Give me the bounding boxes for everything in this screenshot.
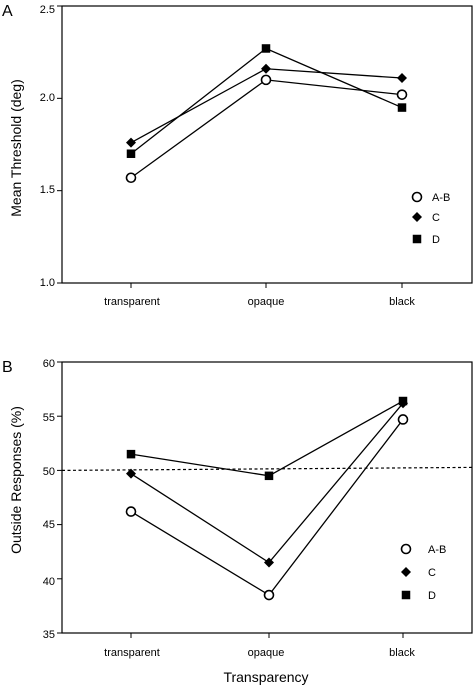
panel-b-series-line-a-b: [130, 419, 404, 596]
panel-a-y-axis-title: Mean Threshold (deg): [8, 79, 24, 216]
panel-b-plot-frame: [61, 361, 473, 634]
panel-a-x-tick-opaque: opaque: [248, 296, 285, 308]
panel-b-legend-label-d: D: [428, 590, 436, 602]
panel-b-y-tick: 35: [43, 629, 55, 641]
panel-b-point-a-b: [397, 414, 409, 425]
panel-b-point-c: [126, 468, 136, 479]
panel-b-point-a-b: [263, 589, 275, 601]
panel-a-point-c: [397, 73, 407, 84]
panel-b-x-tick-black: black: [389, 647, 415, 659]
panel-b-y-tick: 45: [43, 519, 55, 531]
panel-b-y-tick: 55: [43, 412, 55, 424]
panel-b-point-a-b: [125, 506, 137, 517]
panel-b-legend-marker-a-b: [400, 543, 412, 555]
panel-b-legend-label-c: C: [428, 567, 436, 579]
panel-b-legend-label-a-b: A-B: [428, 544, 446, 556]
panel-a-plot-frame: [61, 5, 473, 284]
panel-a-series-line-a-b: [130, 79, 403, 179]
panel-b-label: B: [2, 359, 13, 376]
panel-a-point-a-b: [125, 172, 137, 184]
panel-a-point-d: [126, 149, 136, 158]
panel-a-y-tick: 1.0: [40, 277, 55, 289]
panel-b-point-d: [398, 396, 408, 406]
panel-b: B Outside Responses (%) transparent opaq…: [2, 358, 473, 685]
panel-a-legend-label-a-b: A-B: [432, 192, 450, 204]
panel-b-point-c: [264, 557, 274, 568]
panel-a-y-tick: 2.0: [40, 92, 55, 104]
panel-a-legend-marker-a-b: [411, 191, 423, 203]
panel-b-legend-marker-c: [401, 567, 411, 577]
panel-a-legend-label-d: D: [432, 234, 440, 246]
panel-b-point-d: [264, 471, 274, 481]
panel-a-legend-marker-c: [412, 212, 422, 222]
panel-a-point-a-b: [260, 74, 272, 86]
panel-a: A Mean Threshold (deg) transparent opaqu…: [2, 3, 473, 308]
panel-b-point-d: [126, 449, 136, 459]
panel-a-point-c: [261, 63, 271, 74]
panel-a-x-tick-black: black: [389, 296, 415, 308]
panel-a-point-d: [397, 103, 407, 112]
panel-b-x-axis-title: Transparency: [223, 669, 308, 685]
panel-a-x-tick-transparent: transparent: [104, 296, 160, 308]
panel-b-y-tick: 40: [43, 576, 55, 588]
panel-a-y-tick: 2.5: [40, 4, 55, 16]
panel-a-y-tick: 1.5: [40, 184, 55, 196]
panel-a-legend-label-c: C: [432, 212, 440, 224]
panel-b-y-axis-title: Outside Responses (%): [8, 406, 24, 554]
panel-a-label: A: [2, 3, 13, 20]
panel-a-point-d: [261, 44, 271, 53]
panel-b-x-tick-transparent: transparent: [104, 647, 160, 659]
panel-a-series-line-d: [130, 47, 403, 155]
panel-b-y-tick: 50: [43, 466, 55, 478]
panel-a-legend-marker-d: [412, 234, 422, 244]
panel-b-y-tick: 60: [43, 358, 55, 370]
panel-b-reference-line-50: [61, 466, 473, 471]
panel-a-point-c: [126, 137, 136, 148]
panel-b-series-line-c: [130, 402, 404, 564]
panel-a-point-a-b: [396, 89, 408, 100]
panel-b-series-line-d: [130, 400, 404, 477]
panel-b-legend-marker-d: [401, 590, 411, 600]
panel-b-x-tick-opaque: opaque: [248, 647, 285, 659]
